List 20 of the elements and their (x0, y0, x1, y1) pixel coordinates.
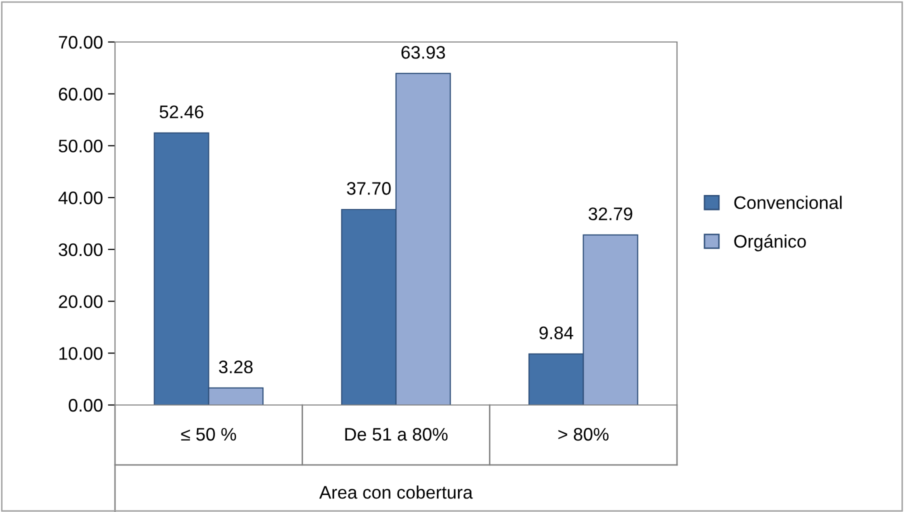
data-label: 37.70 (346, 182, 391, 195)
y-tick-label: 40.00 (58, 192, 102, 204)
legend-label: Convencional (734, 196, 842, 210)
y-tick-label: 20.00 (58, 295, 102, 308)
y-tick-label: 0.00 (68, 398, 102, 412)
data-label: 52.46 (160, 105, 204, 118)
data-label: 3.28 (218, 360, 253, 374)
legend-label: Orgánico (734, 234, 806, 252)
data-label: 63.93 (401, 46, 445, 59)
y-tick-label: 50.00 (58, 140, 102, 152)
x-axis-title: Area con cobertura (319, 486, 473, 499)
y-tick-label: 60.00 (58, 88, 102, 101)
x-tick-label: > 80% (558, 428, 609, 441)
data-label: 32.79 (588, 207, 632, 220)
data-label: 9.84 (539, 326, 574, 340)
x-tick-label: ≤ 50 % (181, 428, 236, 441)
y-tick-label: 70.00 (58, 36, 102, 49)
y-tick-label: 30.00 (58, 243, 102, 256)
x-tick-label: De 51 a 80% (345, 428, 448, 441)
y-tick-label: 10.00 (59, 347, 102, 360)
